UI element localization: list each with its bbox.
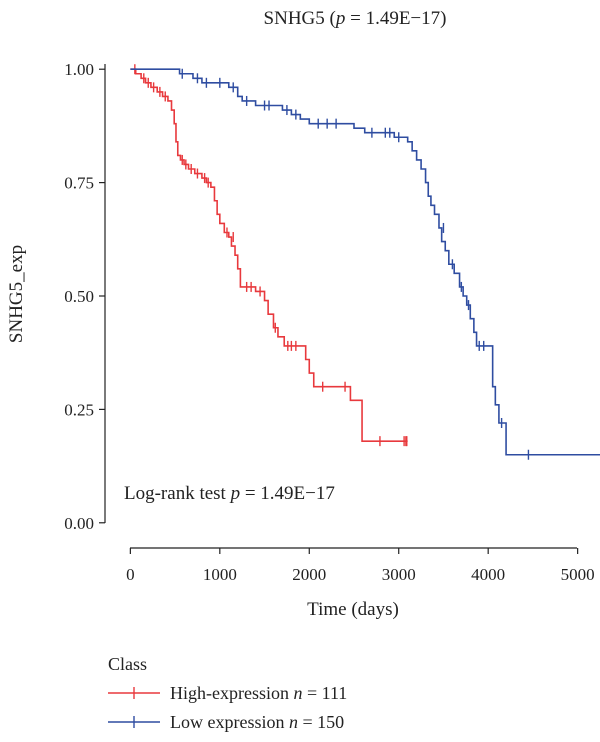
x-axis: 0 1000 2000 3000 4000 5000 Time (days) [126, 547, 595, 620]
series-layer [130, 64, 600, 460]
chart-title: SNHG5 (p = 1.49E−17) [264, 8, 447, 29]
x-tick-label-1000: 1000 [203, 565, 237, 584]
legend-title: Class [108, 654, 147, 674]
series-high-expression [130, 64, 408, 447]
x-tick-label-3000: 3000 [382, 565, 416, 584]
series-low-expression [130, 68, 600, 460]
y-ticks: 0.00 0.25 0.50 0.75 1.00 [64, 60, 105, 533]
x-ticks: 0 1000 2000 3000 4000 5000 [126, 548, 595, 584]
y-tick-label-0-50: 0.50 [64, 287, 94, 306]
x-tick-label-2000: 2000 [292, 565, 326, 584]
plot-area: Log-rank test p = 1.49E−17 [124, 64, 600, 504]
y-tick-label-1-00: 1.00 [64, 60, 94, 79]
y-tick-label-0-25: 0.25 [64, 400, 94, 419]
x-tick-label-5000: 5000 [561, 565, 595, 584]
y-axis: 0.00 0.25 0.50 0.75 1.00 SNHG5_exp [6, 60, 106, 533]
legend-label-high-expression: High-expression n = 111 [170, 683, 347, 703]
x-tick-label-4000: 4000 [471, 565, 505, 584]
legend: Class High-expression n = 111 Low expres… [108, 654, 347, 732]
legend-label-low-expression: Low expression n = 150 [170, 712, 344, 732]
km-curve-high-expression [130, 68, 408, 442]
x-tick-label-0: 0 [126, 565, 135, 584]
log-rank-annotation: Log-rank test p = 1.49E−17 [124, 483, 335, 504]
y-axis-title: SNHG5_exp [6, 245, 27, 343]
legend-item-high-expression: High-expression n = 111 [108, 683, 347, 703]
y-tick-label-0-75: 0.75 [64, 174, 94, 193]
km-curve-low-expression [130, 68, 600, 456]
y-tick-label-0-00: 0.00 [64, 514, 94, 533]
x-axis-title: Time (days) [307, 599, 399, 620]
legend-item-low-expression: Low expression n = 150 [108, 712, 344, 732]
